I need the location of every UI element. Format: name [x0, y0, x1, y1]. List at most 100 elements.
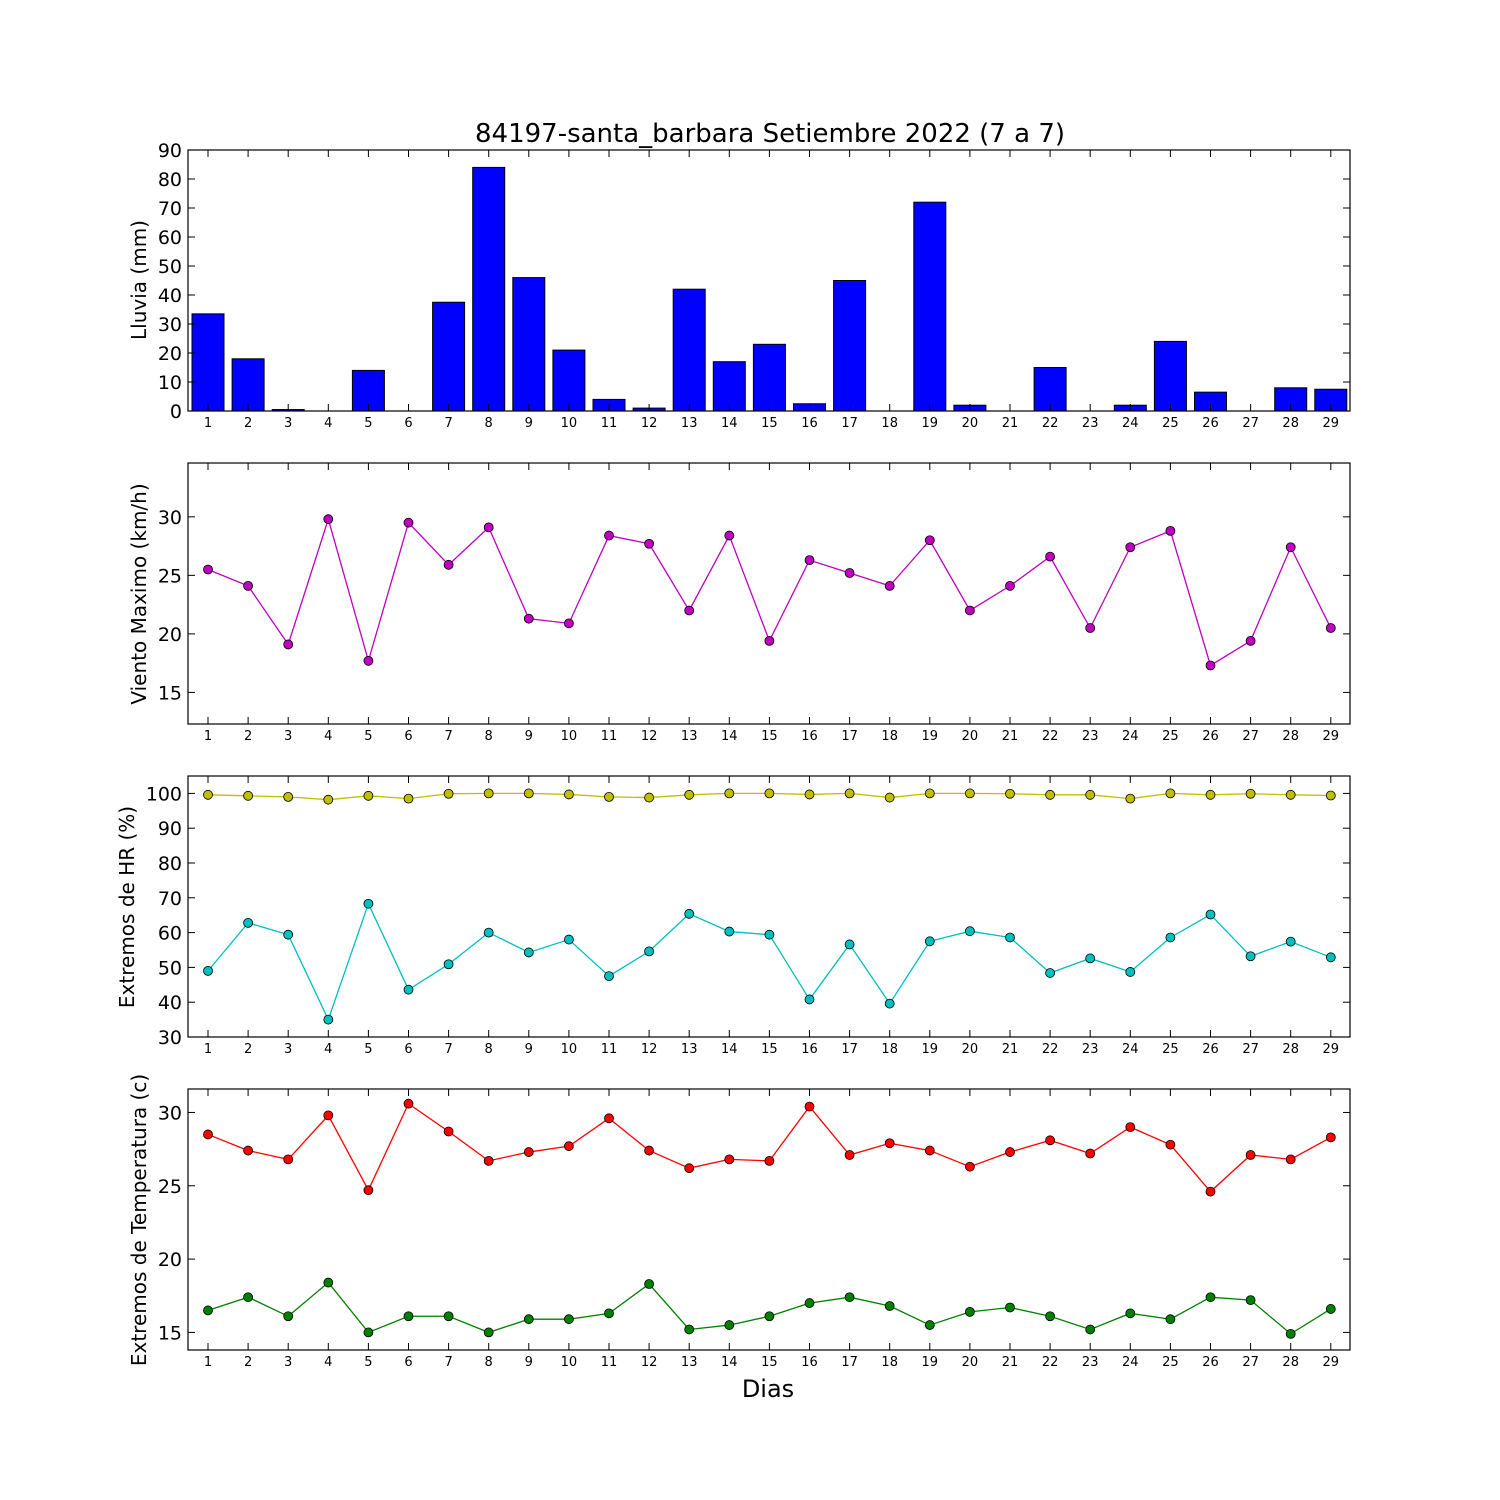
temperature-series-1-point-6	[403, 1311, 414, 1322]
temperature-x-tick-label: 4	[324, 1355, 332, 1370]
wind-series-0-point-18	[884, 580, 895, 591]
humidity-series-0-point-23	[1085, 789, 1096, 800]
temperature-x-tick-label: 25	[1162, 1355, 1179, 1370]
rain-bar-14	[712, 361, 746, 412]
rain-x-tick-label: 11	[601, 416, 618, 431]
wind-series-0-point-13	[684, 605, 695, 616]
rain-bar-10	[552, 349, 586, 412]
temperature-series-0-point-5	[363, 1185, 374, 1196]
rain-y-tick-label: 20	[158, 343, 182, 365]
rain-y-tick-label: 30	[158, 314, 182, 336]
humidity-x-tick-label: 11	[601, 1042, 618, 1057]
humidity-series-1-point-23	[1085, 953, 1096, 964]
humidity-x-tick-label: 26	[1202, 1042, 1219, 1057]
rain-bar-9	[512, 277, 546, 412]
temperature-series-1-point-1	[203, 1305, 213, 1316]
humidity-series-0-point-21	[1005, 788, 1015, 799]
wind-series-0-point-17	[844, 568, 855, 578]
humidity-x-tick-label: 3	[284, 1042, 292, 1057]
temperature-series-1-point-7	[443, 1311, 454, 1322]
temperature-x-tick-label: 13	[681, 1355, 698, 1370]
wind-series-0-point-16	[804, 555, 815, 566]
temperature-series-1-point-15	[764, 1311, 775, 1322]
rain-x-tick-label: 28	[1282, 416, 1299, 431]
temperature-x-tick-label: 18	[881, 1355, 898, 1370]
humidity-series-1-point-16	[804, 994, 815, 1005]
temperature-series-1-point-11	[604, 1308, 614, 1319]
temperature-x-tick-label: 26	[1202, 1355, 1219, 1370]
wind-x-tick-label: 10	[561, 729, 578, 744]
wind-series-0-point-11	[604, 530, 614, 541]
temperature-series-1-point-20	[965, 1306, 975, 1317]
humidity-series-1-point-21	[1005, 932, 1015, 943]
humidity-series-1-point-8	[483, 927, 494, 938]
temperature-y-tick-label: 25	[158, 1176, 182, 1198]
temperature-series-0-point-9	[523, 1147, 534, 1157]
humidity-series-1-point-7	[443, 959, 454, 970]
wind-series-0-point-20	[965, 605, 975, 616]
temperature-y-tick-label: 20	[158, 1249, 182, 1271]
humidity-series-1-point-17	[844, 939, 855, 950]
temperature-x-tick-label: 22	[1042, 1355, 1059, 1370]
humidity-series-0-point-26	[1205, 789, 1216, 800]
temperature-series-1-point-23	[1085, 1324, 1096, 1335]
wind-x-tick-label: 28	[1282, 729, 1299, 744]
humidity-series-1-point-4	[323, 1014, 334, 1025]
humidity-series-0-point-4	[323, 794, 334, 805]
humidity-series-1-point-15	[764, 929, 775, 940]
wind-x-tick-label: 3	[284, 729, 292, 744]
rain-y-tick-label: 40	[158, 285, 182, 307]
temperature-x-tick-label: 2	[244, 1355, 252, 1370]
temperature-series-0-point-20	[965, 1161, 975, 1172]
temperature-series-1-point-16	[804, 1298, 815, 1308]
humidity-x-tick-label: 5	[364, 1042, 372, 1057]
humidity-x-tick-label: 20	[962, 1042, 979, 1057]
humidity-x-tick-label: 15	[761, 1042, 778, 1057]
rain-y-tick-label: 90	[158, 140, 182, 162]
humidity-series-0-point-19	[924, 788, 935, 799]
humidity-x-tick-label: 9	[525, 1042, 533, 1057]
humidity-x-tick-label: 12	[641, 1042, 658, 1057]
rain-x-tick-label: 14	[721, 416, 738, 431]
rain-y-tick-label: 10	[158, 372, 182, 394]
temperature-series-0-point-1	[203, 1129, 213, 1140]
temperature-x-tick-label: 28	[1282, 1355, 1299, 1370]
temperature-series-0-point-24	[1125, 1122, 1136, 1133]
temperature-y-tick-label: 30	[158, 1102, 182, 1124]
humidity-series-0-point-12	[644, 792, 654, 803]
humidity-series-0-point-17	[844, 788, 855, 799]
x-axis-label: Dias	[742, 1375, 794, 1403]
temperature-series-0-point-11	[604, 1113, 614, 1124]
wind-series-0-point-19	[924, 535, 935, 546]
rain-x-tick-label: 13	[681, 416, 698, 431]
humidity-y-tick-label: 80	[158, 853, 182, 875]
rain-bar-2	[231, 358, 265, 412]
rain-bar-7	[432, 301, 466, 412]
humidity-series-1-point-13	[684, 908, 695, 919]
temperature-series-0-point-8	[483, 1155, 494, 1166]
humidity-series-0-point-25	[1165, 788, 1176, 799]
temperature-series-1-point-27	[1245, 1295, 1256, 1306]
temperature-x-tick-label: 23	[1082, 1355, 1099, 1370]
temperature-series-0-point-16	[804, 1101, 815, 1112]
humidity-series-1-point-5	[363, 898, 374, 909]
temperature-series-1-point-8	[483, 1327, 494, 1338]
temperature-series-0-point-4	[323, 1110, 334, 1121]
wind-series-0-point-29	[1325, 623, 1336, 633]
humidity-x-tick-label: 17	[841, 1042, 858, 1057]
humidity-series-0-point-22	[1045, 789, 1055, 800]
temperature-x-tick-label: 12	[641, 1355, 658, 1370]
humidity-series-1-point-18	[884, 998, 895, 1009]
temperature-x-tick-label: 20	[962, 1355, 979, 1370]
wind-series-0-point-15	[764, 636, 775, 646]
rain-x-tick-label: 21	[1002, 416, 1019, 431]
temperature-series-1-point-2	[243, 1292, 254, 1303]
temperature-x-tick-label: 14	[721, 1355, 738, 1370]
temperature-series-0-point-17	[844, 1150, 855, 1160]
humidity-x-tick-label: 13	[681, 1042, 698, 1057]
rain-y-tick-label: 50	[158, 256, 182, 278]
humidity-series-0-point-9	[523, 788, 534, 799]
humidity-y-tick-label: 100	[146, 783, 182, 805]
